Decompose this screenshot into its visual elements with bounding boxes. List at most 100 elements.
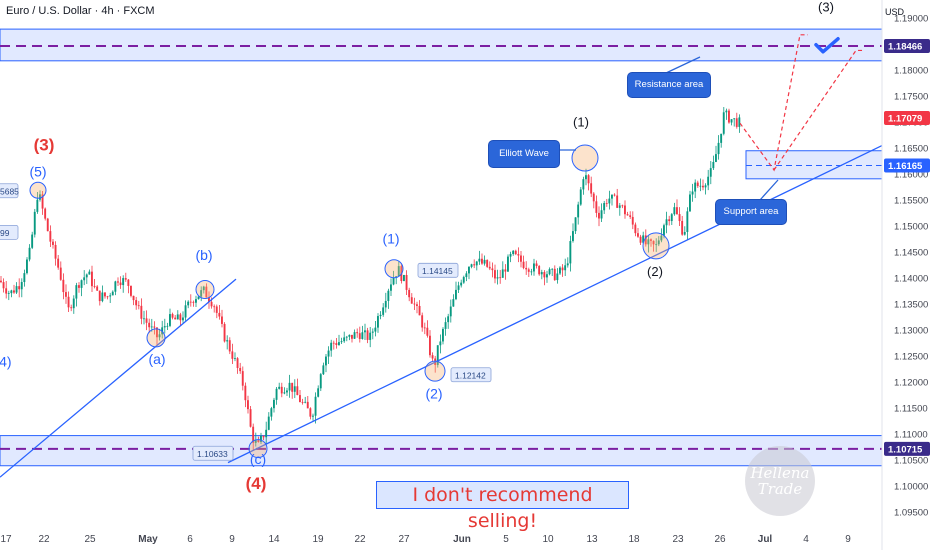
wave-label: (a)	[148, 351, 165, 367]
callout-pointer	[759, 179, 779, 201]
candle-body	[270, 408, 273, 417]
x-tick-label: 5	[503, 534, 509, 545]
candle-body	[254, 440, 257, 443]
candle-body	[483, 259, 486, 264]
candle-body	[637, 233, 639, 237]
candle-body	[78, 285, 80, 288]
candle-body	[650, 239, 652, 241]
x-tick-label: 22	[38, 534, 50, 545]
candle-body	[538, 266, 541, 275]
wave-pivot-circle	[248, 439, 268, 459]
candle-body	[603, 203, 606, 211]
candle-body	[590, 183, 593, 194]
candle-body	[13, 290, 15, 293]
candle-body	[135, 300, 138, 306]
candle-body	[275, 388, 278, 400]
candle-body	[57, 258, 60, 268]
price-tag-box	[0, 224, 19, 240]
candle-body	[733, 118, 736, 120]
candle-body	[140, 305, 143, 319]
candle-body	[702, 185, 704, 188]
candle-body	[176, 314, 179, 320]
trendlines	[0, 144, 883, 478]
candle-body	[413, 303, 416, 305]
candle-body	[618, 205, 621, 208]
candle-body	[379, 314, 382, 317]
candle-body	[644, 235, 647, 245]
candle-body	[182, 317, 184, 321]
candle-body	[52, 241, 54, 245]
candle-body	[473, 264, 476, 266]
candle-body	[148, 322, 151, 328]
wave-pivot-circle	[195, 280, 215, 300]
candle-body	[231, 351, 234, 359]
candle-body	[639, 236, 642, 243]
candle-body	[96, 286, 99, 291]
wave-label: (5)	[29, 164, 46, 180]
y-tick-label: 1.09500	[894, 508, 928, 519]
candle-body	[195, 299, 197, 303]
candle-body	[119, 282, 122, 286]
candle-body	[572, 231, 574, 242]
candle-body	[228, 340, 231, 352]
candle-body	[351, 334, 353, 339]
candle-body	[31, 234, 34, 248]
candle-body	[44, 208, 47, 219]
candle-body	[41, 194, 44, 209]
y-tick-label: 1.14500	[894, 248, 928, 259]
candle-body	[330, 342, 333, 351]
price-tag-label: 1.10633	[197, 449, 228, 459]
candle-body	[117, 281, 119, 283]
candle-body	[286, 390, 288, 393]
trendline-1	[0, 278, 237, 478]
wave-label: (b)	[195, 247, 212, 263]
candle-body	[566, 263, 569, 266]
candle-body	[488, 266, 491, 269]
candle-body	[158, 334, 161, 338]
wave-pivot-circle	[146, 328, 166, 348]
callout-pointer	[665, 56, 701, 74]
candle-body	[722, 112, 725, 134]
candle-body	[28, 247, 31, 260]
candle-body	[707, 176, 710, 186]
candle-body	[668, 219, 671, 222]
y-tick-label: 1.11000	[894, 430, 928, 441]
y-tick-label: 1.12000	[894, 378, 928, 389]
level-tag-bg-2	[884, 441, 930, 456]
watermark-logo: Hellena Trade	[745, 446, 815, 516]
candle-body	[691, 191, 694, 195]
candle-body	[665, 219, 668, 226]
candle-body	[184, 305, 187, 318]
candle-body	[631, 216, 634, 225]
candle-body	[319, 374, 322, 389]
x-tick-label: 9	[229, 534, 235, 545]
price-tag-label: 99	[0, 228, 10, 238]
candle-body	[62, 279, 65, 293]
x-tick-label: 18	[628, 534, 640, 545]
candle-body	[421, 315, 424, 328]
candle-body	[91, 271, 93, 287]
candle-body	[501, 269, 504, 278]
x-tick-label: 26	[714, 534, 726, 545]
candle-body	[23, 273, 26, 283]
candle-body	[312, 415, 314, 417]
candle-body	[520, 255, 522, 262]
wave-label: (2)	[425, 386, 442, 402]
annotations-layer: 1.14145 1.12142 1.10633 5685 99 (3) (5) (4) (b) (…	[0, 0, 864, 493]
candle-body	[449, 306, 452, 317]
candle-body	[507, 256, 509, 272]
candle-body	[579, 189, 582, 205]
candle-body	[730, 119, 733, 123]
candle-body	[171, 314, 174, 318]
candle-body	[179, 314, 182, 321]
candle-body	[369, 332, 372, 340]
candle-body	[384, 300, 387, 308]
x-tick-label: 10	[542, 534, 554, 545]
candle-body	[296, 386, 299, 396]
wave-pivot-circle	[571, 144, 599, 172]
wave-pivot-circle	[642, 232, 670, 260]
candle-body	[98, 290, 101, 302]
price-tag-label: 5685	[0, 186, 19, 196]
candle-body	[663, 225, 665, 236]
